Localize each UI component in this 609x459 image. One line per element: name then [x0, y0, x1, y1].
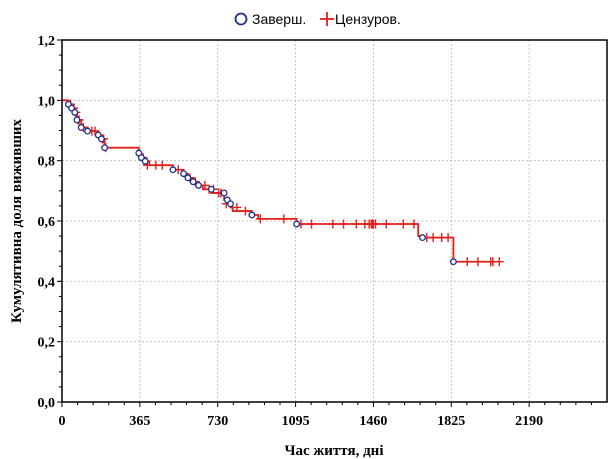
event-marker	[180, 170, 188, 178]
y-tick-label: 0,8	[38, 155, 56, 170]
x-axis-title: Час життя, дні	[285, 443, 384, 459]
y-tick-label: 0,0	[38, 396, 56, 411]
censored-marker	[494, 257, 504, 267]
censored-marker	[279, 214, 289, 224]
event-marker	[227, 200, 234, 208]
legend-censor-label: Цензуров.	[335, 11, 401, 27]
legend-censor-marker	[320, 12, 334, 26]
event-marker	[207, 185, 215, 193]
censored-marker	[351, 219, 361, 229]
censored-marker	[462, 257, 472, 267]
x-tick-label: 0	[59, 414, 66, 429]
event-marker	[169, 166, 177, 174]
event-marker	[419, 234, 426, 242]
event-marker	[248, 211, 256, 219]
x-tick-label: 1095	[282, 414, 310, 429]
x-tick-label: 1825	[437, 414, 465, 429]
y-tick-label: 1,0	[38, 94, 56, 109]
legend-event-label: Заверш.	[252, 11, 306, 27]
censored-marker	[232, 202, 242, 212]
censored-marker	[157, 160, 167, 170]
event-marker	[184, 174, 192, 182]
event-marker	[101, 144, 109, 152]
event-marker	[98, 135, 105, 143]
censored-marker	[443, 233, 453, 243]
censored-marker	[381, 219, 391, 229]
censored-marker	[398, 219, 408, 229]
event-marker	[293, 220, 301, 228]
x-tick-label: 730	[207, 414, 228, 429]
event-marker	[71, 108, 79, 116]
y-tick-label: 0,4	[38, 275, 56, 290]
legend: Заверш. Цензуров.	[234, 11, 401, 27]
event-marker	[189, 178, 197, 186]
censored-marker	[307, 219, 317, 229]
censored-marker	[255, 214, 265, 224]
plot-area	[62, 99, 504, 267]
censored-marker	[328, 219, 338, 229]
x-tick-label: 365	[129, 414, 150, 429]
plot-frame	[61, 39, 608, 403]
censored-marker	[428, 233, 438, 243]
event-marker	[77, 124, 85, 131]
y-tick-label: 1,2	[38, 34, 56, 49]
censored-marker	[409, 219, 419, 229]
grid	[62, 40, 607, 402]
legend-event-marker	[234, 12, 248, 26]
event-marker	[449, 258, 457, 266]
x-tick-label: 2190	[515, 414, 543, 429]
y-tick-label: 0,6	[38, 215, 56, 230]
x-tick-label: 1460	[359, 414, 387, 429]
censored-marker	[240, 206, 250, 216]
censored-marker	[339, 219, 349, 229]
y-axis: 0,0 0,2 0,4 0,6 0,8 1,0 1,2	[38, 34, 62, 411]
event-marker	[141, 157, 149, 165]
event-marker	[195, 181, 202, 189]
x-axis: 0 365 730 1095 1460 1825 2190	[59, 402, 592, 429]
event-marker	[84, 127, 92, 135]
censored-marker	[371, 219, 381, 229]
event-marker	[220, 189, 228, 197]
censored-marker	[473, 257, 483, 267]
y-axis-title: Кумулятивна доля виживших	[9, 118, 25, 323]
event-marker	[73, 116, 81, 124]
y-tick-label: 0,2	[38, 336, 56, 351]
